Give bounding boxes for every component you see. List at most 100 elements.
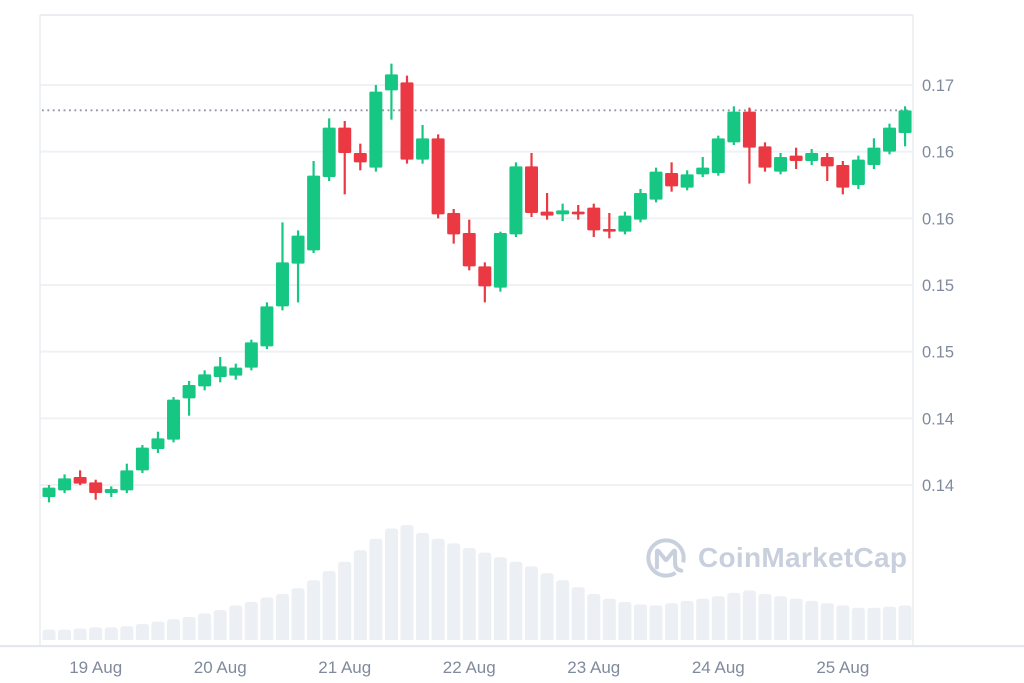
volume-bar: [104, 627, 118, 640]
candle-body-up: [260, 306, 274, 347]
time-axis-border: [0, 645, 1024, 648]
candle-body-up: [696, 167, 710, 175]
volume-bar: [213, 610, 227, 640]
volume-bar: [244, 602, 258, 640]
volume-bar: [135, 623, 149, 640]
volume-bar: [198, 613, 212, 640]
candle-body-down: [73, 477, 87, 484]
price-axis-label: 0.17: [922, 77, 954, 95]
volume-bar: [556, 580, 570, 640]
volume-bar: [167, 619, 181, 640]
candle-body-down: [571, 211, 585, 215]
volume-bar: [120, 626, 134, 640]
candle-body-up: [649, 171, 663, 200]
volume-bar: [151, 621, 165, 640]
candle-body-up: [384, 74, 398, 91]
candle-body-up: [291, 235, 305, 264]
candle-body-up: [369, 91, 383, 168]
volume-bar: [805, 600, 819, 640]
candle-body-up: [618, 215, 632, 232]
candle-body-up: [416, 138, 430, 160]
volume-bar: [400, 525, 414, 640]
candle-body-down: [89, 482, 103, 494]
candle-body-up: [229, 367, 243, 376]
candle-body-up: [774, 157, 788, 172]
volume-bar: [883, 606, 897, 640]
volume-bar: [836, 605, 850, 640]
volume-bar: [416, 533, 430, 640]
volume-bar: [758, 594, 772, 640]
volume-bar: [867, 607, 881, 640]
price-axis-label: 0.16: [922, 144, 954, 162]
candle-body-down: [742, 111, 756, 148]
candle-body-down: [587, 207, 601, 231]
date-axis-label: 22 Aug: [443, 658, 496, 677]
volume-bar: [182, 617, 196, 640]
candle-body-up: [556, 210, 570, 215]
volume-bar: [727, 592, 741, 640]
date-axis-label: 19 Aug: [69, 658, 122, 677]
volume-bar: [42, 629, 56, 640]
candle-body-down: [400, 82, 414, 160]
volume-bar: [571, 587, 585, 640]
candle-body-up: [898, 110, 912, 134]
volume-bar: [260, 597, 274, 640]
volume-bar: [307, 580, 321, 640]
volume-bar: [353, 550, 367, 640]
volume-bar: [291, 588, 305, 640]
volume-bar: [665, 603, 679, 640]
volume-bar: [633, 604, 647, 640]
candle-body-up: [244, 342, 258, 368]
candle-body-up: [867, 147, 881, 166]
candle-body-down: [353, 153, 367, 163]
candle-body-down: [602, 229, 616, 232]
candle-body-up: [307, 175, 321, 251]
candle-body-down: [525, 166, 539, 214]
volume-bar: [696, 598, 710, 640]
volume-bar: [431, 538, 445, 640]
volume-bar: [229, 605, 243, 640]
volume-bar: [73, 628, 87, 640]
candle-body-up: [198, 374, 212, 387]
volume-bar: [89, 627, 103, 640]
volume-bar: [384, 528, 398, 640]
candle-body-up: [633, 193, 647, 220]
volume-bar: [680, 600, 694, 640]
candle-body-down: [462, 233, 476, 267]
volume-bar: [820, 603, 834, 640]
candle-body-up: [58, 478, 72, 491]
volume-bar: [618, 602, 632, 640]
candle-body-up: [42, 487, 56, 498]
candle-body-down: [836, 165, 850, 188]
candle-body-up: [680, 174, 694, 188]
volume-bar: [338, 561, 352, 640]
volume-bar: [462, 548, 476, 640]
candle-body-up: [851, 159, 865, 186]
volume-bar: [493, 557, 507, 640]
volume-bar: [369, 538, 383, 640]
volume-bar: [711, 596, 725, 640]
volume-bar: [509, 561, 523, 640]
candle-body-up: [182, 385, 196, 399]
candle-body-down: [665, 173, 679, 187]
candle-body-down: [540, 211, 554, 216]
candle-body-up: [120, 470, 134, 491]
price-axis-label: 0.14: [922, 477, 954, 495]
candle-body-down: [789, 155, 803, 162]
volume-bar: [525, 566, 539, 640]
volume-bar: [478, 552, 492, 640]
candle-body-up: [509, 166, 523, 235]
date-axis-label: 25 Aug: [816, 658, 869, 677]
candle-body-up: [883, 127, 897, 152]
volume-bar: [322, 571, 336, 640]
candle-body-up: [104, 489, 118, 494]
price-axis-label: 0.16: [922, 210, 954, 228]
candle-body-down: [338, 127, 352, 154]
candle-body-down: [478, 266, 492, 287]
candle-body-up: [711, 138, 725, 174]
date-axis-label: 20 Aug: [194, 658, 247, 677]
volume-bar: [851, 607, 865, 640]
volume-bar: [58, 629, 72, 640]
